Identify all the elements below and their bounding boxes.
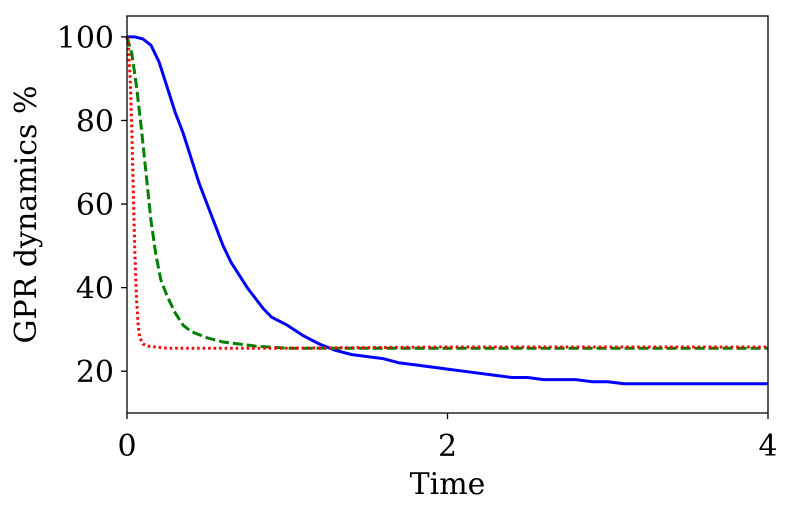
y-tick-label: 100 [57,21,114,56]
y-axis-label: GPR dynamics % [9,86,44,344]
series-line-1-solid [127,35,768,386]
x-axis-label: Time [410,467,486,502]
ticks-layer: 0 2 4 20 40 60 80 100 [57,21,778,464]
x-tick-label: 2 [438,429,457,464]
series-line-3-dotted [125,36,768,350]
x-tick-label: 4 [758,429,777,464]
series-line-2-dashed [125,36,768,350]
x-tick-label: 0 [117,429,136,464]
y-tick-label: 20 [76,355,114,390]
plot-frame [126,15,769,414]
y-tick-label: 40 [76,272,114,307]
y-tick-label: 60 [76,188,114,223]
y-tick-label: 80 [76,104,114,139]
series-layer [125,35,768,386]
